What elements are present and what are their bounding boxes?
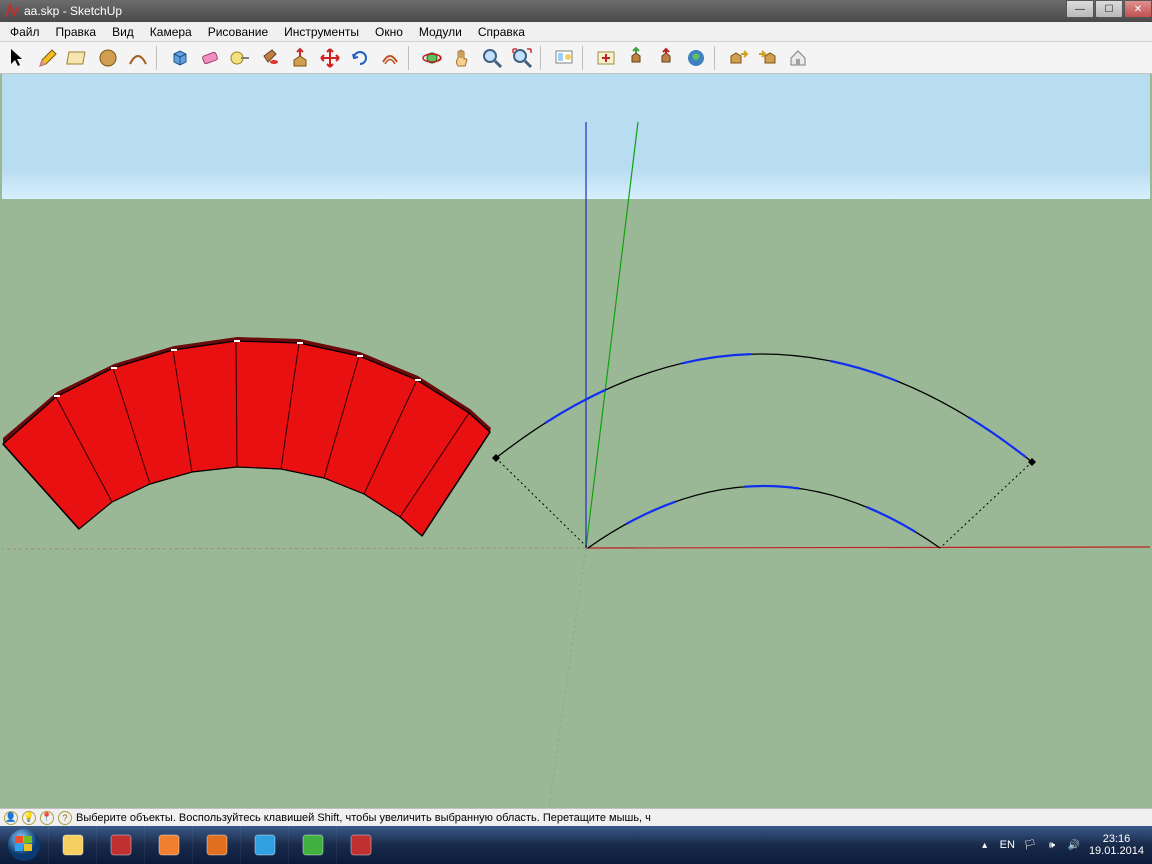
windows-taskbar: ▴ EN 🏳 🕪 🔊 23:16 19.01.2014 bbox=[0, 826, 1152, 864]
wmp-taskbar[interactable] bbox=[144, 826, 192, 864]
status-icon-hint[interactable]: 💡 bbox=[22, 811, 36, 825]
menu-Модули[interactable]: Модули bbox=[411, 23, 470, 41]
share-model-tool[interactable] bbox=[652, 44, 680, 72]
make-component-tool[interactable] bbox=[166, 44, 194, 72]
pan-tool[interactable] bbox=[448, 44, 476, 72]
rectangle-tool[interactable] bbox=[64, 44, 92, 72]
explorer-taskbar[interactable] bbox=[48, 826, 96, 864]
menu-Файл[interactable]: Файл bbox=[2, 23, 48, 41]
offset-tool[interactable] bbox=[376, 44, 404, 72]
main-toolbar bbox=[0, 42, 1152, 74]
push-pull-tool[interactable] bbox=[286, 44, 314, 72]
maximize-button[interactable]: ☐ bbox=[1095, 0, 1123, 18]
status-icon-geo[interactable]: 📍 bbox=[40, 811, 54, 825]
status-text: Выберите объекты. Воспользуйтесь клавише… bbox=[76, 812, 651, 824]
firefox-taskbar[interactable] bbox=[192, 826, 240, 864]
tray-network-icon[interactable]: 🕪 bbox=[1045, 838, 1059, 852]
viewport-3d[interactable] bbox=[0, 74, 1152, 808]
utorrent-taskbar[interactable] bbox=[288, 826, 336, 864]
close-button[interactable]: ✕ bbox=[1124, 0, 1152, 18]
tray-action-center-icon[interactable]: 🏳 bbox=[1023, 838, 1037, 852]
menu-Правка[interactable]: Правка bbox=[48, 23, 105, 41]
rotate-tool[interactable] bbox=[346, 44, 374, 72]
lang-indicator[interactable]: EN bbox=[1000, 839, 1015, 851]
start-button[interactable] bbox=[0, 826, 48, 864]
menu-bar: ФайлПравкаВидКамераРисованиеИнструментыО… bbox=[0, 22, 1152, 42]
menu-Справка[interactable]: Справка bbox=[470, 23, 533, 41]
import-tool[interactable] bbox=[754, 44, 782, 72]
export-tool[interactable] bbox=[724, 44, 752, 72]
title-bar: aa.skp - SketchUp — ☐ ✕ bbox=[0, 0, 1152, 22]
select-tool[interactable] bbox=[4, 44, 32, 72]
app-icon bbox=[4, 3, 20, 19]
menu-Вид[interactable]: Вид bbox=[104, 23, 142, 41]
tray-chevron-icon[interactable]: ▴ bbox=[978, 838, 992, 852]
minimize-button[interactable]: — bbox=[1066, 0, 1094, 18]
sketchup-taskbar[interactable] bbox=[336, 826, 384, 864]
opera-taskbar[interactable] bbox=[96, 826, 144, 864]
menu-Инструменты[interactable]: Инструменты bbox=[276, 23, 367, 41]
add-location-tool[interactable] bbox=[592, 44, 620, 72]
eraser-tool[interactable] bbox=[196, 44, 224, 72]
zoom-extents-tool[interactable] bbox=[508, 44, 536, 72]
menu-Камера[interactable]: Камера bbox=[142, 23, 200, 41]
circle-tool[interactable] bbox=[94, 44, 122, 72]
status-bar: 👤 💡 📍 ? Выберите объекты. Воспользуйтесь… bbox=[0, 808, 1152, 826]
zoom-tool[interactable] bbox=[478, 44, 506, 72]
tray-clock[interactable]: 23:16 19.01.2014 bbox=[1089, 833, 1144, 857]
arc-tool[interactable] bbox=[124, 44, 152, 72]
paint-tool[interactable] bbox=[256, 44, 284, 72]
tape-tool[interactable] bbox=[226, 44, 254, 72]
orbit-tool[interactable] bbox=[418, 44, 446, 72]
menu-Окно[interactable]: Окно bbox=[367, 23, 411, 41]
tray-volume-icon[interactable]: 🔊 bbox=[1067, 838, 1081, 852]
status-icon-help[interactable]: ? bbox=[58, 811, 72, 825]
move-tool[interactable] bbox=[316, 44, 344, 72]
extensions-tool[interactable] bbox=[784, 44, 812, 72]
get-models-tool[interactable] bbox=[622, 44, 650, 72]
window-title: aa.skp - SketchUp bbox=[24, 4, 122, 18]
status-icon-user[interactable]: 👤 bbox=[4, 811, 18, 825]
skype-taskbar[interactable] bbox=[240, 826, 288, 864]
menu-Рисование[interactable]: Рисование bbox=[200, 23, 276, 41]
system-tray: ▴ EN 🏳 🕪 🔊 23:16 19.01.2014 bbox=[970, 826, 1152, 864]
line-tool[interactable] bbox=[34, 44, 62, 72]
preview-3d-tool[interactable] bbox=[550, 44, 578, 72]
upload-tool[interactable] bbox=[682, 44, 710, 72]
